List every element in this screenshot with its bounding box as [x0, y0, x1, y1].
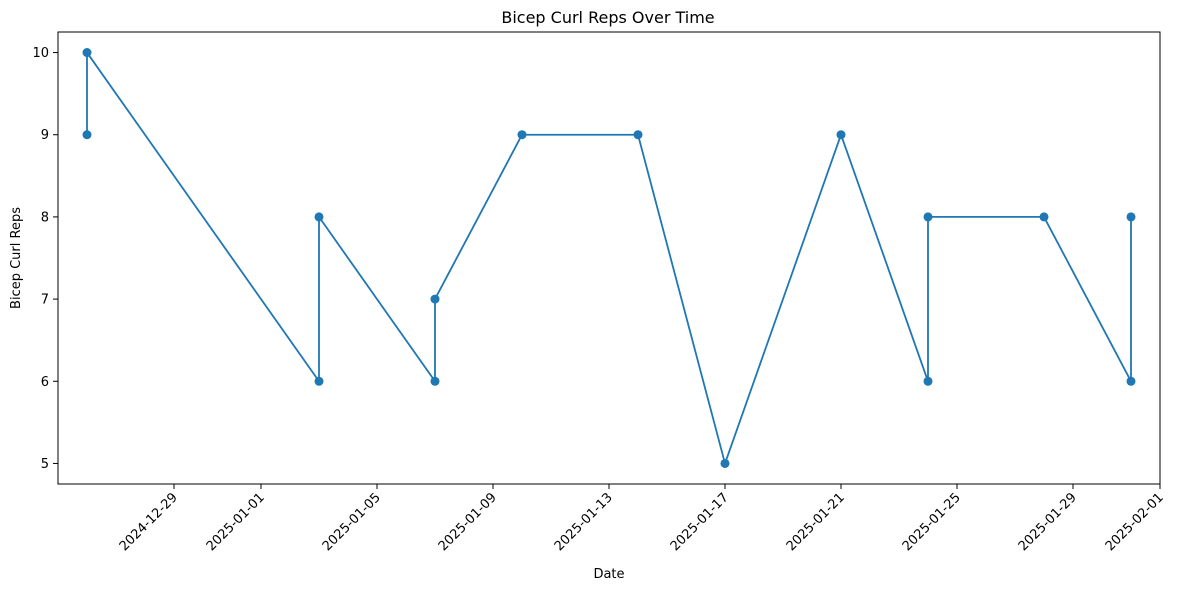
data-point-12 — [923, 212, 933, 222]
x-axis-label: Date — [593, 567, 624, 582]
data-point-9 — [720, 458, 730, 468]
plot-content — [82, 48, 1136, 468]
y-tick-label: 6 — [41, 375, 49, 390]
data-point-8 — [633, 130, 643, 140]
data-point-11 — [923, 376, 933, 386]
y-tick-label: 8 — [41, 210, 49, 225]
chart-title: Bicep Curl Reps Over Time — [501, 8, 714, 27]
data-point-13 — [1039, 212, 1049, 222]
data-point-5 — [430, 376, 440, 386]
data-point-15 — [1126, 212, 1136, 222]
y-tick-label: 10 — [32, 46, 49, 61]
data-point-4 — [314, 212, 324, 222]
data-point-1 — [82, 130, 92, 140]
y-tick-label: 9 — [41, 128, 49, 143]
data-point-2 — [82, 48, 92, 58]
data-point-7 — [517, 130, 527, 140]
y-axis-label: Bicep Curl Reps — [9, 207, 24, 309]
y-tick-label: 5 — [41, 457, 49, 472]
data-point-14 — [1126, 376, 1136, 386]
y-tick-label: 7 — [41, 293, 49, 308]
y-axis: 5 6 7 8 9 10 — [32, 46, 58, 472]
data-point-10 — [836, 130, 846, 140]
data-point-6 — [430, 294, 440, 304]
data-point-3 — [314, 376, 324, 386]
